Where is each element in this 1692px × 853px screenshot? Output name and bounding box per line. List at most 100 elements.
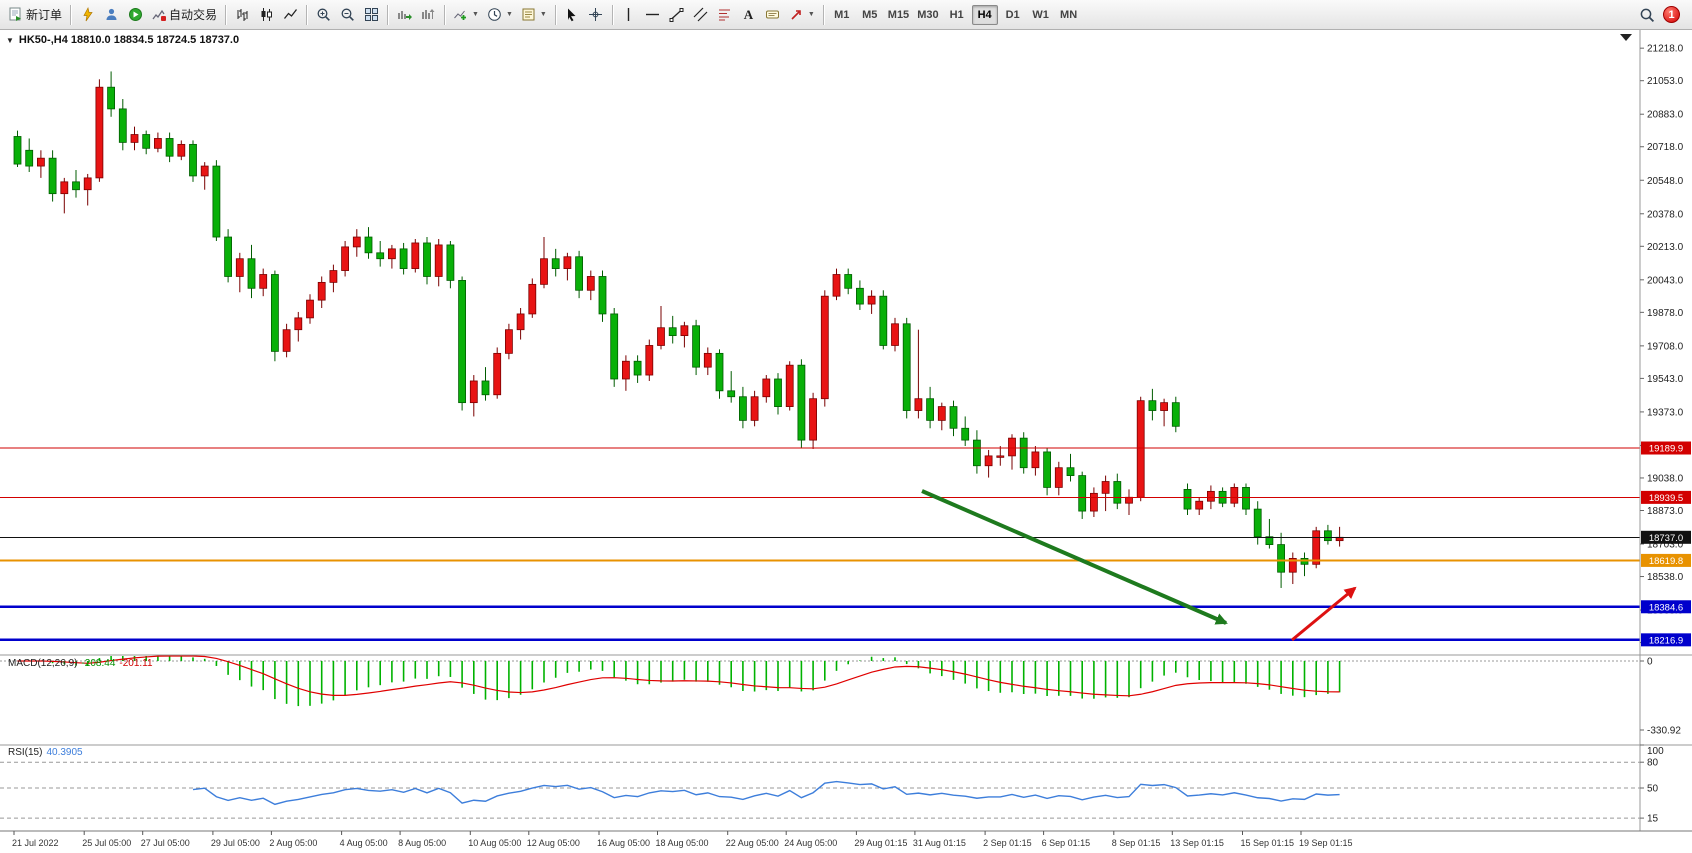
candle [1183,483,1192,516]
candle [60,177,69,214]
candle [1265,518,1274,549]
timeframe-mn-button[interactable]: MN [1056,5,1082,25]
chart-shift-button[interactable] [416,3,440,27]
price-tag: 18384.6 [1641,600,1691,614]
mql5-button[interactable] [123,3,147,27]
timeframe-m1-button[interactable]: M1 [829,5,855,25]
candle [633,355,642,383]
zoom-out-button[interactable] [335,3,359,27]
timeframe-d1-button[interactable]: D1 [1000,5,1026,25]
price-tick-label: 20718.0 [1647,142,1684,153]
price-tag: 19189.9 [1641,441,1691,455]
toolbar-separator [444,4,446,25]
candle [177,140,186,161]
price-tick-label: 18538.0 [1647,572,1684,583]
macd-axis-label: 0 [1647,657,1653,668]
time-axis-label: 19 Sep 01:15 [1299,838,1353,848]
time-axis-label: 13 Sep 01:15 [1170,838,1224,848]
timeframe-m15-button[interactable]: M15 [885,5,912,25]
candle [1300,552,1309,577]
price-tick-label: 21218.0 [1647,44,1684,55]
time-axis-label: 6 Sep 01:15 [1042,838,1091,848]
toolbar-separator [822,4,824,25]
candle [1312,526,1321,569]
time-axis-label: 15 Sep 01:15 [1241,838,1295,848]
scroll-to-end-button[interactable] [392,3,416,27]
candle [434,239,443,287]
line-chart-button[interactable] [278,3,302,27]
indicators-button[interactable]: ▼ [449,3,483,27]
scroll-to-end-icon [398,11,412,20]
candle [692,319,700,376]
horizontal-line-button[interactable] [641,3,665,27]
candle [750,390,759,427]
equidistant-channel-button[interactable] [689,3,713,27]
chart-canvas[interactable]: 21218.0 21053.0 20883.0 20718.0 20548.0 20378… [0,30,1692,853]
candle [83,173,92,206]
timeframe-m5-button[interactable]: M5 [857,5,883,25]
candle [1125,489,1133,516]
search-button[interactable] [1635,3,1659,27]
bar-chart-button[interactable] [230,3,254,27]
candle [727,371,736,403]
vertical-line-button[interactable] [617,3,641,27]
chart-shift-marker[interactable] [1620,34,1632,41]
candle [13,130,22,168]
rsi-axis-label: 80 [1647,758,1659,769]
svg-text:18619.8: 18619.8 [1649,556,1683,567]
timeframe-toolbar: M1 M5 M15 M30 H1 H4 D1 W1 MN [828,4,1083,25]
candle [785,361,794,411]
candle [423,237,431,285]
text-button[interactable]: A [737,3,761,27]
crosshair-button[interactable] [584,3,608,27]
arrows-tool-button[interactable]: ▼ [785,3,819,27]
metaeditor-button[interactable] [75,3,99,27]
mql5-icon [128,8,142,21]
candle [458,276,467,411]
price-tick-label: 18703.0 [1647,540,1684,551]
red-up-arrow[interactable] [1291,586,1357,642]
candle [739,386,747,429]
candle [645,339,654,381]
profile-icon [106,8,117,20]
template-menu-button[interactable]: ▼ [517,3,551,27]
zoom-in-button[interactable] [311,3,335,27]
timeframe-m30-button[interactable]: M30 [914,5,941,25]
timeframe-menu-button[interactable]: ▼ [483,3,517,27]
candle [996,446,1005,466]
community-button[interactable] [99,3,123,27]
candle [1101,475,1110,512]
candle [189,140,197,182]
timeframe-h4-button[interactable]: H4 [971,4,998,25]
auto-trading-button[interactable]: 自动交易 [147,3,221,27]
time-axis-label: 29 Jul 05:00 [211,838,260,848]
cursor-button[interactable] [560,3,584,27]
tile-windows-button[interactable] [359,3,383,27]
price-tick-label: 19708.0 [1647,341,1684,352]
candlestick-icon [261,8,272,21]
arrow-tool-icon [791,10,801,20]
timeframe-w1-button[interactable]: W1 [1028,5,1054,25]
trendline-icon [669,8,684,22]
trendline-button[interactable] [665,3,689,27]
candle [551,248,560,277]
candle [844,268,853,295]
macd-axis-label: -330.92 [1647,726,1681,737]
candle [469,375,478,417]
green-down-arrow[interactable] [921,489,1228,625]
timeframe-h1-button[interactable]: H1 [944,5,970,25]
time-axis-label: 25 Jul 05:00 [82,838,131,848]
candle [832,268,841,301]
text-label-icon [766,10,780,19]
time-axis-label: 2 Aug 05:00 [269,838,317,848]
fibonacci-button[interactable] [713,3,737,27]
candle [1253,501,1262,545]
candle [142,130,151,155]
candlestick-chart-button[interactable] [254,3,278,27]
candle [774,373,782,415]
notification-badge[interactable]: 1 [1663,6,1680,23]
text-label-button[interactable] [761,3,785,27]
candle [1031,446,1040,476]
new-order-button[interactable]: 新订单 [4,3,66,27]
candlestick-series [13,71,1344,588]
